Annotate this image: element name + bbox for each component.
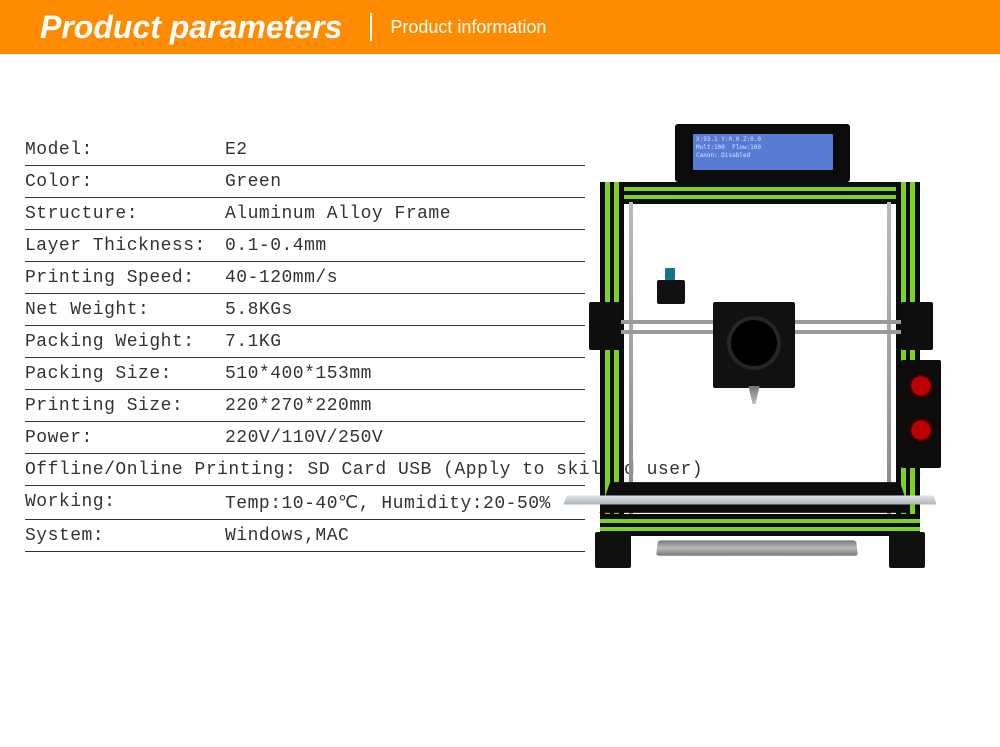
spec-row: Power:220V/110V/250V (25, 422, 585, 454)
spec-label: Printing Size: (25, 396, 225, 416)
header-subtitle: Product information (372, 17, 546, 38)
spec-value: E2 (225, 140, 585, 160)
spec-label: Packing Weight: (25, 332, 225, 352)
spec-value: 5.8KGs (225, 300, 585, 320)
spec-label: Packing Size: (25, 364, 225, 384)
spec-row: Packing Weight:7.1KG (25, 326, 585, 358)
spec-table: Model:E2Color:GreenStructure:Aluminum Al… (25, 134, 585, 604)
frame-bottom-rail (600, 514, 920, 536)
bed-glass (563, 495, 936, 504)
frame-top-rail (600, 182, 920, 204)
filament-feeder (657, 280, 685, 304)
spec-full-line: Offline/Online Printing: SD Card USB (Ap… (25, 460, 585, 480)
z-rod-right (887, 202, 891, 518)
spec-value: 7.1KG (225, 332, 585, 352)
spec-label: Model: (25, 140, 225, 160)
spec-label: System: (25, 526, 225, 546)
spec-row: System:Windows,MAC (25, 520, 585, 552)
spec-label: Net Weight: (25, 300, 225, 320)
spec-row: Printing Speed:40-120mm/s (25, 262, 585, 294)
spec-row: Net Weight:5.8KGs (25, 294, 585, 326)
spec-label: Layer Thickness: (25, 236, 225, 256)
header-title: Product parameters (40, 9, 370, 46)
spec-row: Packing Size:510*400*153mm (25, 358, 585, 390)
control-box (901, 360, 941, 468)
spec-value: 220V/110V/250V (225, 428, 585, 448)
spec-label: Structure: (25, 204, 225, 224)
printer-illustration: X:93.1 Y:0.0 Z:0.0 Mult:100 Flow:100 Can… (595, 124, 925, 604)
lcd-module: X:93.1 Y:0.0 Z:0.0 Mult:100 Flow:100 Can… (675, 124, 850, 182)
spec-row: Layer Thickness:0.1-0.4mm (25, 230, 585, 262)
spec-value: Green (225, 172, 585, 192)
spec-label: Working: (25, 492, 225, 514)
extruder-carriage (713, 302, 795, 388)
spec-value: Windows,MAC (225, 526, 585, 546)
product-image-column: X:93.1 Y:0.0 Z:0.0 Mult:100 Flow:100 Can… (585, 134, 960, 604)
x-end-left (589, 302, 621, 350)
spec-value: 40-120mm/s (225, 268, 585, 288)
spec-row: Offline/Online Printing: SD Card USB (Ap… (25, 454, 585, 486)
spec-value: 510*400*153mm (225, 364, 585, 384)
spec-label: Printing Speed: (25, 268, 225, 288)
spec-row: Working:Temp:10-40℃, Humidity:20-50% (25, 486, 585, 520)
spec-row: Color:Green (25, 166, 585, 198)
z-motor-right (889, 532, 925, 568)
y-axis-rail (656, 540, 858, 555)
header-banner: Product parameters Product information (0, 0, 1000, 54)
z-motor-left (595, 532, 631, 568)
spec-row: Model:E2 (25, 134, 585, 166)
spec-value: Aluminum Alloy Frame (225, 204, 585, 224)
lcd-screen: X:93.1 Y:0.0 Z:0.0 Mult:100 Flow:100 Can… (693, 134, 833, 170)
x-end-right (901, 302, 933, 350)
spec-row: Printing Size:220*270*220mm (25, 390, 585, 422)
spec-value: Temp:10-40℃, Humidity:20-50% (225, 492, 585, 514)
z-rod-left (629, 202, 633, 518)
spec-row: Structure:Aluminum Alloy Frame (25, 198, 585, 230)
spec-value: 0.1-0.4mm (225, 236, 585, 256)
hotend-nozzle (747, 386, 761, 404)
spec-label: Power: (25, 428, 225, 448)
spec-label: Color: (25, 172, 225, 192)
content-area: Model:E2Color:GreenStructure:Aluminum Al… (0, 54, 1000, 604)
spec-value: 220*270*220mm (225, 396, 585, 416)
